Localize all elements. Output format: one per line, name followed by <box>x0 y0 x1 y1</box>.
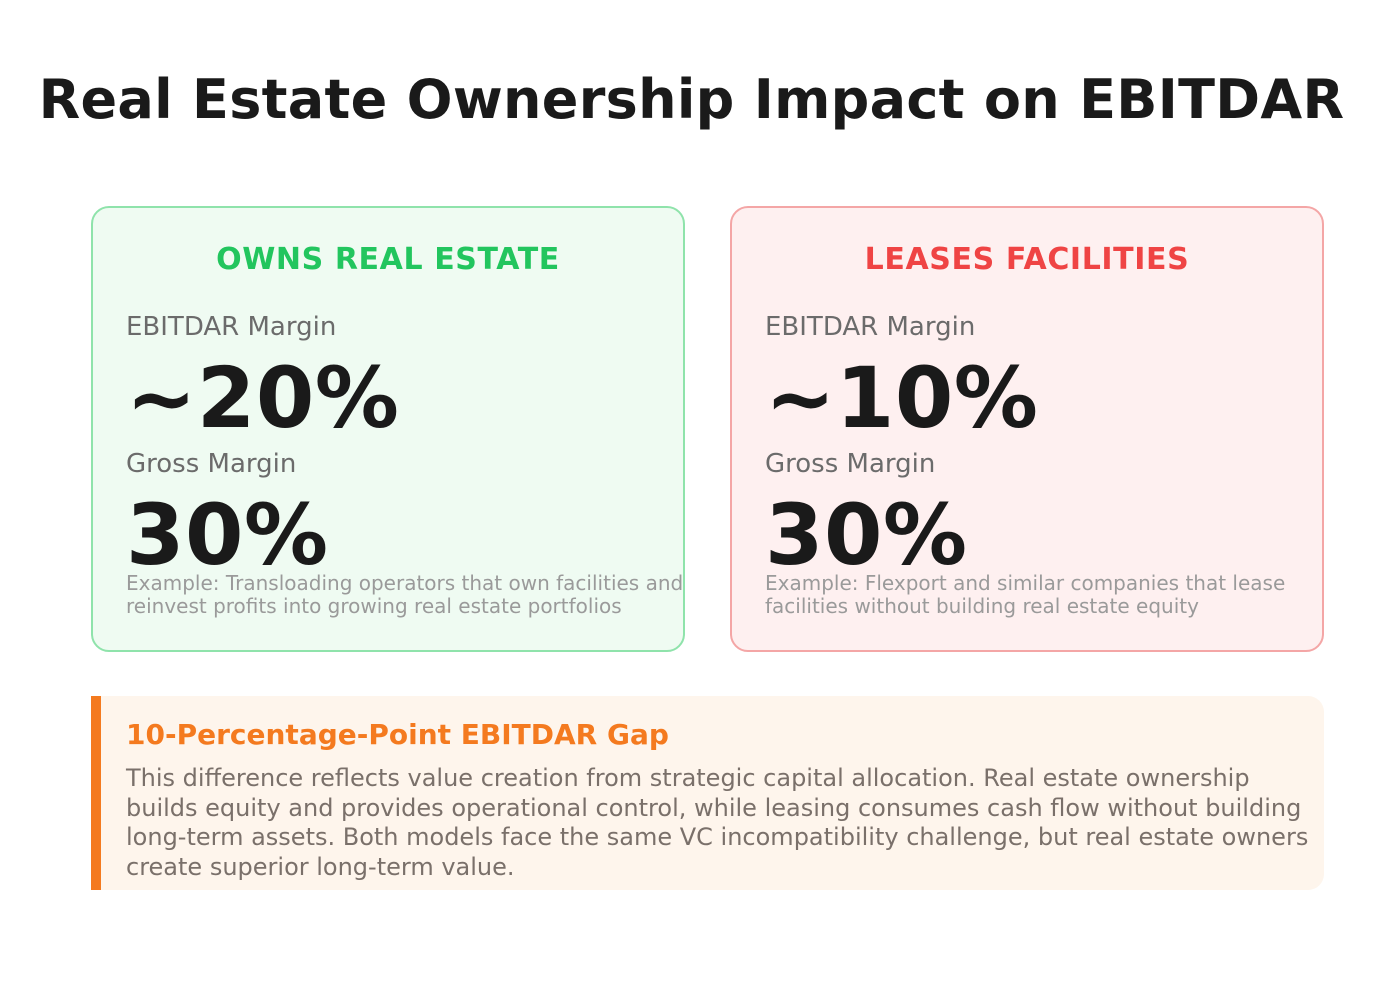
example-line: facilities without building real estate … <box>765 594 1199 618</box>
card-heading: OWNS REAL ESTATE <box>216 242 560 277</box>
gross-margin-value: 30% <box>765 486 968 584</box>
ebitdar-margin-label: EBITDAR Margin <box>765 312 976 342</box>
gross-margin-label: Gross Margin <box>126 449 297 479</box>
ebitdar-margin-value: ~20% <box>126 349 400 447</box>
example-line: Example: Flexport and similar companies … <box>765 571 1286 595</box>
callout-title: 10-Percentage-Point EBITDAR Gap <box>126 718 669 751</box>
ebitdar-gap-callout: 10-Percentage-Point EBITDAR Gap This dif… <box>91 696 1324 890</box>
example-line: Example: Transloading operators that own… <box>126 571 684 595</box>
example-text: Example: Transloading operators that own… <box>126 572 706 618</box>
gross-margin-value: 30% <box>126 486 329 584</box>
callout-body-line: long-term assets. Both models face the s… <box>126 823 1309 852</box>
card-heading: LEASES FACILITIES <box>864 242 1190 277</box>
ebitdar-margin-value: ~10% <box>765 349 1039 447</box>
callout-body-line: create superior long-term value. <box>126 852 515 881</box>
leases-facilities-card: LEASES FACILITIES EBITDAR Margin ~10% Gr… <box>730 206 1324 652</box>
gross-margin-label: Gross Margin <box>765 449 936 479</box>
example-text: Example: Flexport and similar companies … <box>765 572 1345 618</box>
callout-body-line: builds equity and provides operational c… <box>126 793 1302 822</box>
example-line: reinvest profits into growing real estat… <box>126 594 622 618</box>
owns-real-estate-card: OWNS REAL ESTATE EBITDAR Margin ~20% Gro… <box>91 206 685 652</box>
ebitdar-margin-label: EBITDAR Margin <box>126 312 337 342</box>
page-title: Real Estate Ownership Impact on EBITDAR <box>38 68 1345 131</box>
callout-body: This difference reflects value creation … <box>126 764 1376 882</box>
callout-body-line: This difference reflects value creation … <box>126 764 1250 792</box>
